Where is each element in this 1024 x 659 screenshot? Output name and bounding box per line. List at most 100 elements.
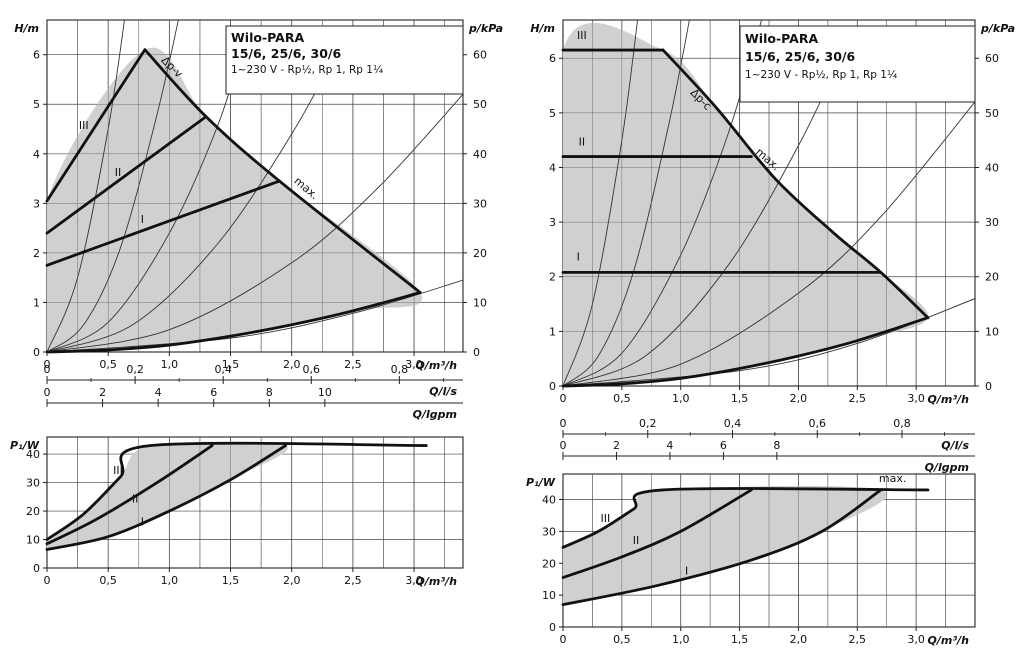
y-tick-label: 6 (549, 52, 556, 65)
y-tick-label: 5 (33, 98, 40, 111)
secondary-tick-label: 6 (210, 386, 217, 399)
system-curve (563, 20, 690, 386)
y-tick-label: 10 (542, 589, 556, 602)
x-tick-label: 0,5 (613, 633, 631, 646)
x-tick-label: 0 (44, 574, 51, 587)
y2-tick-label: 50 (473, 98, 487, 111)
secondary-tick-label: 0,8 (391, 363, 409, 376)
secondary-axis-label: Q/l/s (941, 439, 969, 452)
x-tick-label: 2,5 (344, 574, 362, 587)
y2-tick-label: 30 (473, 197, 487, 210)
series-label-III: III (79, 119, 89, 132)
y-tick-label: 40 (26, 448, 40, 461)
x-tick-label: 0 (560, 633, 567, 646)
y-axis-label: H/m (14, 22, 39, 35)
y-tick-label: 40 (542, 494, 556, 507)
y-tick-label: 5 (549, 107, 556, 120)
y-tick-label: 30 (542, 525, 556, 538)
power-range-fill (47, 441, 288, 550)
y-tick-label: 0 (33, 562, 40, 575)
secondary-tick-label: 0,8 (893, 417, 911, 430)
x-tick-label: 0,5 (99, 574, 117, 587)
y-tick-label: 0 (549, 380, 556, 393)
y-tick-label: 3 (549, 216, 556, 229)
x-tick-label: 2,0 (790, 633, 808, 646)
secondary-tick-label: 4 (155, 386, 162, 399)
series-II (45, 115, 208, 235)
y2-tick-label: 60 (473, 49, 487, 62)
secondary-tick-label: 0 (44, 386, 51, 399)
y2-tick-label: 20 (985, 271, 999, 284)
y-tick-label: 1 (549, 325, 556, 338)
y-tick-label: 2 (33, 247, 40, 260)
series-label-III: III (577, 29, 587, 42)
chart-title: Wilo-PARA (231, 30, 304, 45)
secondary-tick-label: 0,2 (639, 417, 657, 430)
secondary-tick-label: 0,6 (303, 363, 321, 376)
y-tick-label: 4 (33, 148, 40, 161)
series-I (45, 179, 281, 267)
power-series-I (45, 444, 287, 551)
series-label-II: II (579, 136, 586, 149)
y-axis-label: P₁/W (526, 476, 556, 489)
power-series-III (561, 487, 930, 549)
y-tick-label: 0 (33, 346, 40, 359)
power-label-I: I (685, 564, 688, 577)
series-max (143, 48, 422, 294)
y2-tick-label: 10 (985, 325, 999, 338)
y-tick-label: 30 (26, 477, 40, 490)
power-series-II (561, 488, 753, 579)
secondary-tick-label: 0 (560, 439, 567, 452)
x-tick-label: 3,0 (405, 574, 423, 587)
x-tick-label: 1,5 (222, 358, 240, 371)
y-axis-label: H/m (530, 22, 555, 35)
x-tick-label: 2,5 (344, 358, 362, 371)
power-series-I (561, 488, 883, 607)
x-tick-label: 2,0 (283, 574, 301, 587)
power-label-II: II (633, 534, 640, 547)
secondary-tick-label: 8 (773, 439, 780, 452)
y2-tick-label: 40 (473, 148, 487, 161)
y2-tick-label: 10 (473, 296, 487, 309)
x-axis-label: Q/m³/h (416, 575, 458, 588)
series-label-I: I (141, 213, 144, 226)
y-tick-label: 2 (549, 271, 556, 284)
secondary-tick-label: 0 (560, 417, 567, 430)
secondary-axis-label: Q/l/s (429, 385, 457, 398)
y2-axis-label: p/kPa (468, 22, 503, 35)
secondary-axis-label: Q/lgpm (413, 408, 457, 421)
operating-range-fill (563, 22, 928, 386)
x-axis-label: Q/m³/h (928, 634, 970, 647)
secondary-tick-label: 0 (44, 363, 51, 376)
y2-tick-label: 50 (985, 107, 999, 120)
chart-note: 1~230 V - Rp½, Rp 1, Rp 1¼ (231, 64, 383, 76)
y2-tick-label: 60 (985, 52, 999, 65)
power-series-III (45, 441, 428, 541)
power-label-I: I (141, 515, 144, 528)
chart-subtitle: 15/6, 25/6, 30/6 (745, 49, 855, 64)
y-tick-label: 20 (542, 557, 556, 570)
y-tick-label: 0 (549, 621, 556, 634)
y2-tick-label: 20 (473, 247, 487, 260)
power-annotation-max: max. (879, 472, 906, 485)
x-tick-label: 1,0 (161, 358, 179, 371)
series-min (45, 291, 422, 354)
x-tick-label: 1,5 (731, 392, 749, 405)
secondary-tick-label: 10 (318, 386, 332, 399)
title-box (739, 25, 976, 103)
x-tick-label: 3,0 (907, 392, 925, 405)
x-tick-label: 3,0 (405, 358, 423, 371)
chart-subtitle: 15/6, 25/6, 30/6 (231, 46, 341, 61)
power-label-III: III (601, 512, 611, 525)
chart-note: 1~230 V - Rp½, Rp 1, Rp 1¼ (745, 69, 897, 81)
power-label-II: II (132, 493, 139, 506)
y2-tick-label: 0 (985, 380, 992, 393)
secondary-tick-label: 0,2 (126, 363, 144, 376)
series-min (561, 316, 930, 388)
series-max (661, 48, 930, 320)
x-tick-label: 1,0 (672, 392, 690, 405)
